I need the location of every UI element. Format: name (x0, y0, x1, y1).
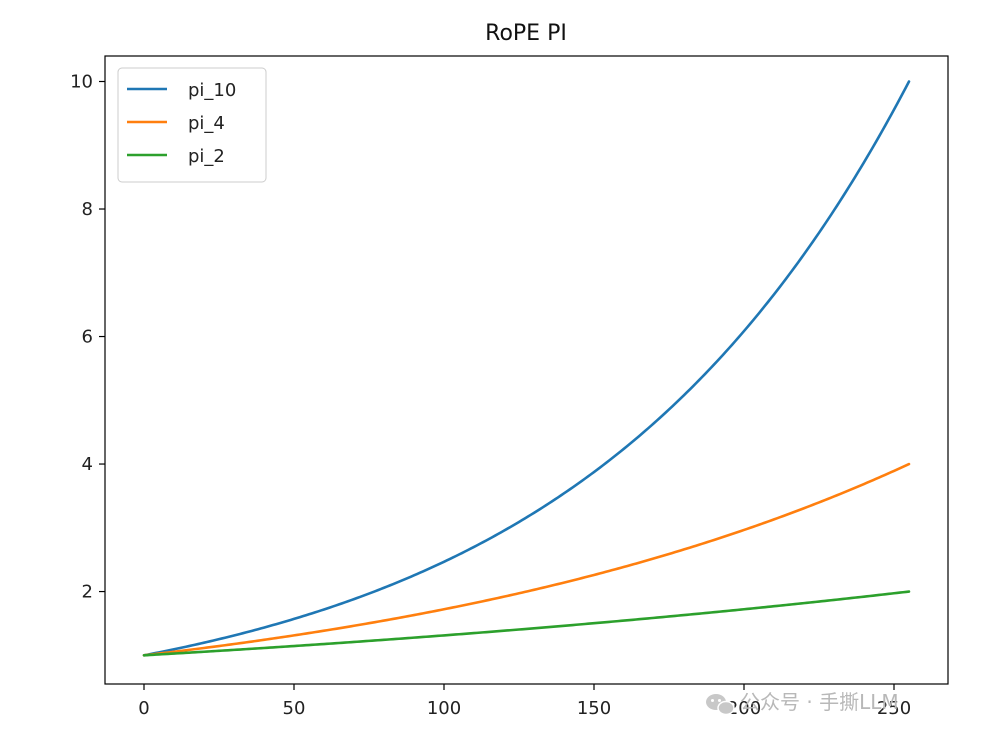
watermark-text: 公众号 · 手撕LLM (740, 690, 899, 714)
x-tick-label: 250 (877, 698, 911, 719)
series-line-pi-10 (142, 80, 911, 657)
watermark: 公众号 · 手撕LLM (706, 690, 899, 716)
y-tick-label: 4 (82, 454, 93, 475)
chart-title: RoPE PI (485, 21, 567, 46)
legend: pi_10 pi_4 pi_2 (117, 67, 267, 183)
legend-label: pi_4 (188, 113, 225, 134)
legend-label: pi_10 (188, 80, 236, 101)
x-tick-label: 200 (727, 698, 761, 719)
y-tick-label: 6 (82, 327, 93, 348)
x-tick-label: 0 (138, 698, 149, 719)
x-tick-label: 50 (283, 698, 306, 719)
legend-frame (117, 67, 267, 183)
x-tick-label: 100 (427, 698, 461, 719)
x-tick-label: 150 (577, 698, 611, 719)
y-axis: 2 4 6 8 10 (70, 72, 105, 603)
legend-label: pi_2 (188, 146, 225, 167)
series-line-pi-4 (142, 462, 911, 657)
y-tick-label: 2 (82, 582, 93, 603)
plot-frame (104, 55, 949, 685)
series-line-pi-2 (142, 590, 911, 657)
series-layer (142, 80, 911, 657)
y-tick-label: 8 (82, 199, 93, 220)
x-axis: 0 50 100 150 200 250 (138, 684, 911, 719)
y-tick-label: 10 (70, 72, 93, 93)
wechat-icon (706, 694, 735, 716)
